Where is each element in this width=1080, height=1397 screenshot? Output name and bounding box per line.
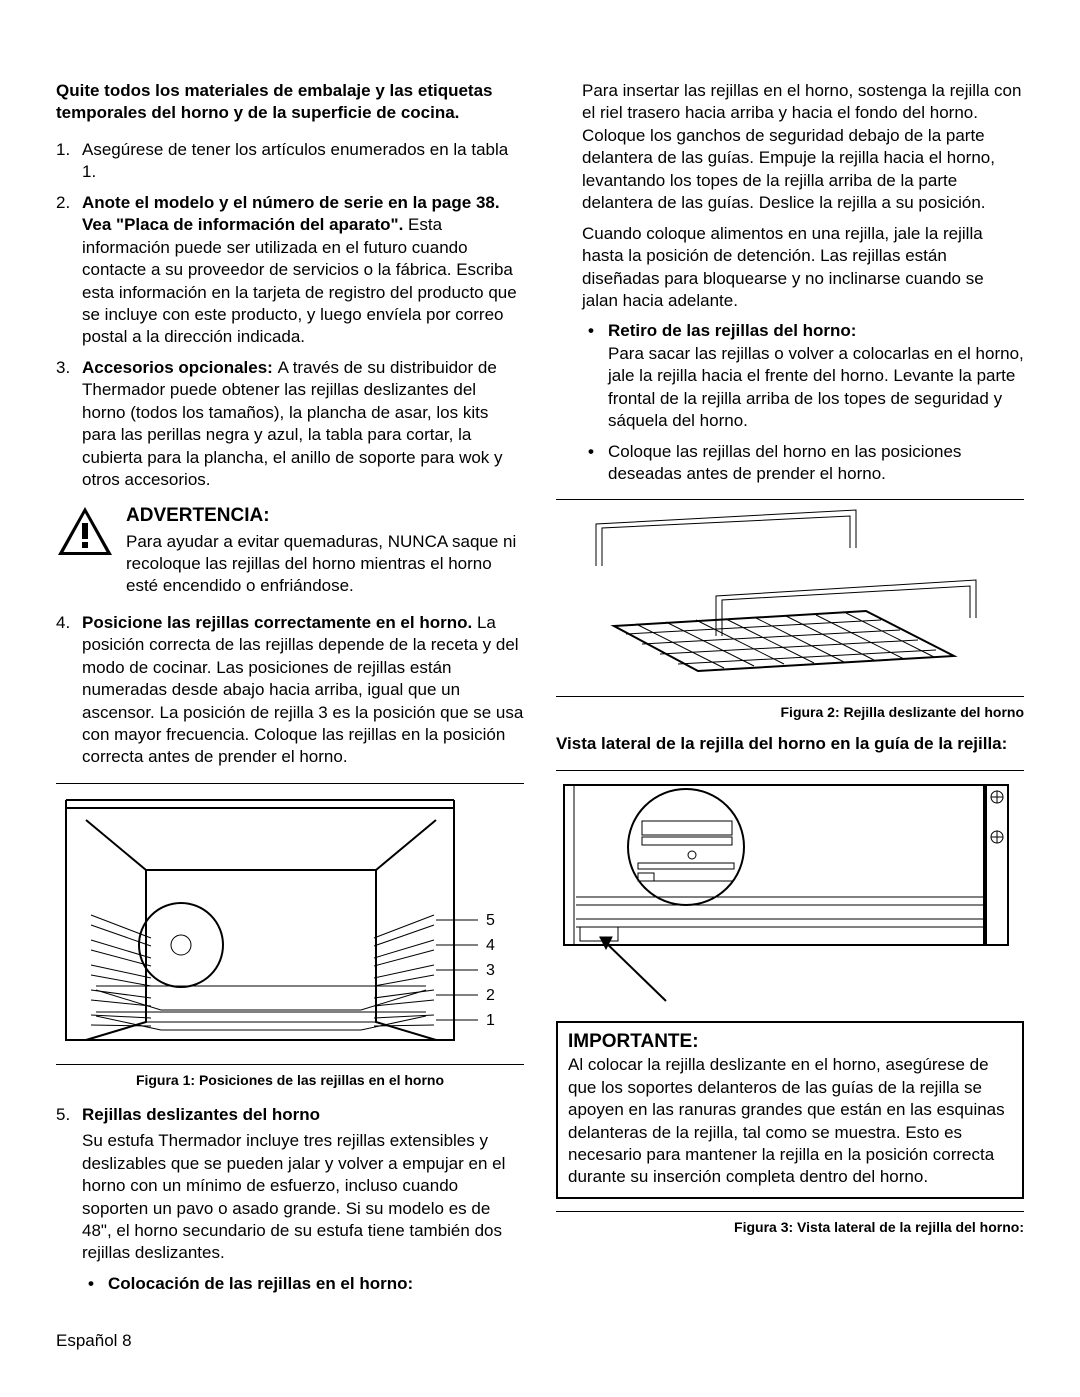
page-footer: Español 8: [56, 1330, 1024, 1352]
fig2-caption: Figura 2: Rejilla deslizante del horno: [556, 703, 1024, 721]
main-list: 1. Asegúrese de tener los artículos enum…: [56, 139, 524, 492]
fig2-rule-top: [556, 499, 1024, 500]
main-list-cont: 4. Posicione las rejillas correctamente …: [56, 612, 524, 769]
item-1-text: Asegúrese de tener los artículos enumera…: [82, 140, 508, 181]
item-2: 2. Anote el modelo y el número de serie …: [56, 192, 524, 349]
item-3-num: 3.: [56, 357, 70, 379]
main-list-5: 5. Rejillas deslizantes del horno Su est…: [56, 1104, 524, 1265]
fig3-caption: Figura 3: Vista lateral de la rejilla de…: [556, 1218, 1024, 1236]
item-1-num: 1.: [56, 139, 70, 161]
item-4-num: 4.: [56, 612, 70, 634]
fig1-caption: Figura 1: Posiciones de las rejillas en …: [56, 1071, 524, 1089]
remove-title: Retiro de las rejillas del horno:: [608, 320, 1024, 342]
fig1-svg: 5 4 3 2 1: [56, 790, 516, 1050]
figure-2: Figura 2: Rejilla deslizante del horno: [556, 499, 1024, 721]
remove-body: Para sacar las rejillas o volver a coloc…: [608, 343, 1024, 433]
item-3: 3. Accesorios opcionales: A través de su…: [56, 357, 524, 492]
warning-content: ADVERTENCIA: Para ayudar a evitar quemad…: [126, 503, 524, 597]
fig3-rule-top: [556, 770, 1024, 771]
item-1: 1. Asegúrese de tener los artículos enum…: [56, 139, 524, 184]
item-5: 5. Rejillas deslizantes del horno Su est…: [56, 1104, 524, 1265]
fig2-rule-bot: [556, 696, 1024, 697]
fig1-label-1: 1: [486, 1012, 495, 1029]
fig3-rule-bot: [556, 1211, 1024, 1212]
warning-body: Para ayudar a evitar quemaduras, NUNCA s…: [126, 531, 524, 598]
item-3-bold: Accesorios opcionales:: [82, 358, 278, 377]
item-2-text: Esta información puede ser utilizada en …: [82, 215, 517, 346]
important-body: Al colocar la rejilla deslizante en el h…: [568, 1054, 1012, 1189]
item-5-bold: Rejillas deslizantes del horno: [82, 1104, 524, 1126]
item-4-text: La posición correcta de las rejillas dep…: [82, 613, 523, 767]
insert-title: Colocación de las rejillas en el horno:: [108, 1273, 524, 1295]
item-5-num: 5.: [56, 1104, 70, 1126]
fig3-svg: [556, 777, 1016, 1007]
fig1-label-4: 4: [486, 937, 495, 954]
remove-item: Retiro de las rejillas del horno: Para s…: [608, 320, 1024, 432]
insert-p2: Cuando coloque alimentos en una rejilla,…: [556, 223, 1024, 313]
item-5-text: Su estufa Thermador incluye tres rejilla…: [82, 1130, 524, 1265]
page-columns: Quite todos los materiales de embalaje y…: [56, 80, 1024, 1310]
figure-1: 5 4 3 2 1 Figura 1: Posiciones de las re…: [56, 783, 524, 1090]
sideview-title: Vista lateral de la rejilla del horno en…: [556, 733, 1024, 755]
figure-3: IMPORTANTE: Al colocar la rejilla desliz…: [556, 770, 1024, 1237]
intro-heading: Quite todos los materiales de embalaje y…: [56, 80, 524, 125]
warning-box: ADVERTENCIA: Para ayudar a evitar quemad…: [56, 503, 524, 597]
fig1-label-5: 5: [486, 912, 495, 929]
insert-p1: Para insertar las rejillas en el horno, …: [556, 80, 1024, 215]
remove-bullet: Retiro de las rejillas del horno: Para s…: [556, 320, 1024, 485]
insert-bullet: Colocación de las rejillas en el horno:: [56, 1273, 524, 1295]
fig2-svg: [556, 506, 1016, 681]
item-3-text: A través de su distribuidor de Thermador…: [82, 358, 503, 489]
fig1-rule-top: [56, 783, 524, 784]
warning-icon: [56, 505, 114, 563]
item-4-bold: Posicione las rejillas correctamente en …: [82, 613, 477, 632]
place-item: Coloque las rejillas del horno en las po…: [608, 441, 1024, 486]
item-2-num: 2.: [56, 192, 70, 214]
warning-title: ADVERTENCIA:: [126, 503, 524, 528]
item-4: 4. Posicione las rejillas correctamente …: [56, 612, 524, 769]
fig1-label-3: 3: [486, 962, 495, 979]
important-title: IMPORTANTE:: [568, 1031, 699, 1052]
fig1-label-2: 2: [486, 987, 495, 1004]
fig1-rule-bot: [56, 1064, 524, 1065]
important-box: IMPORTANTE: Al colocar la rejilla desliz…: [556, 1021, 1024, 1199]
